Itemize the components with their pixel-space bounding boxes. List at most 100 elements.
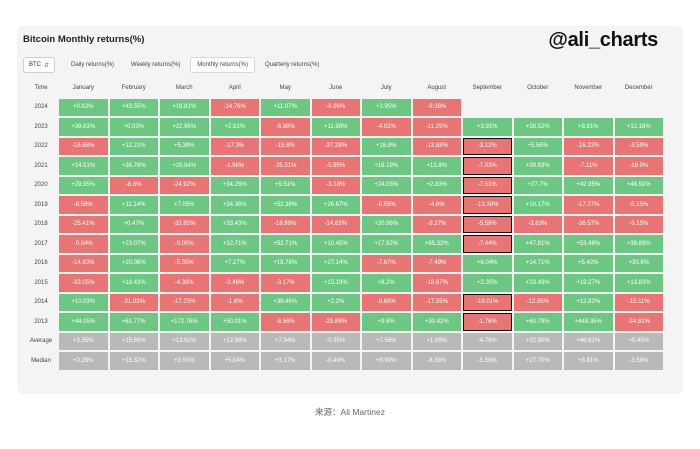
return-cell: +2.35% [463,274,512,292]
asset-select[interactable]: BTC ⇵ [23,57,56,73]
table-row: 2021 +14.51% +36.78% +29.84% -1.98% -35.31% -5… [25,157,663,175]
return-cell: -9.69% [362,293,411,311]
summary-cell: +7.94% [261,332,310,350]
return-cell: -5.15% [614,196,663,214]
summary-cell: +7.56% [362,332,411,350]
return-cell: +33.43% [210,215,259,233]
year-label: 2024 [34,104,48,111]
month-header-january: January [72,84,94,91]
summary-label: Median [31,357,51,364]
return-cell: +2.83% [412,176,461,194]
return-cell: +11.98% [311,118,360,136]
return-cell: +9.6% [362,313,411,331]
summary-label: Average [29,338,53,345]
return-cell: -18.99% [261,215,310,233]
summary-cell: -4.78% [463,332,512,350]
return-cell: -6.98% [261,118,310,136]
return-cell: +13.83% [614,274,663,292]
summary-cell: +15.32% [109,352,158,370]
summary-cell: -5.58% [463,352,512,370]
return-cell: +5.42% [564,254,613,272]
summary-cell: +27.70% [513,352,562,370]
return-cell: +2.2% [311,293,360,311]
year-label: 2019 [34,201,48,208]
return-cell: +8.81% [564,118,613,136]
return-cell: -17.55% [412,293,461,311]
return-cell: +34.36% [210,196,259,214]
return-cell: -24.92% [160,176,209,194]
month-header-march: March [175,84,193,91]
returns-table: Time January February March April May June Jul… [23,77,665,372]
return-cell: -9.27% [412,215,461,233]
tab-weekly-returns[interactable]: Weekly returns(%) [124,57,187,73]
tab-quarterly-returns[interactable]: Quarterly returns(%) [258,57,326,73]
return-cell [564,99,613,117]
return-cell: -32.85% [160,215,209,233]
return-cell: -7.11% [564,157,613,175]
return-cell: -4.38% [160,274,209,292]
return-cell: +23.07% [109,235,158,253]
return-cell: -31.03% [109,293,158,311]
tab-daily-returns[interactable]: Daily returns(%) [64,57,121,73]
return-cell: -3.59% [614,137,663,155]
return-cell: -17.25% [160,293,209,311]
return-cell: +5.39% [160,137,209,155]
return-cell: +50.01% [210,313,259,331]
table-row: 2022 -16.68% +12.21% +5.39% -17.3% -15.6% -37.… [25,137,663,155]
return-cell: +27.14% [311,254,360,272]
summary-cell: -3.59% [614,352,663,370]
summary-cell: +1.69% [412,332,461,350]
return-cell: +0.47% [109,215,158,233]
return-cell: -29.89% [311,313,360,331]
return-cell: +6.04% [463,254,512,272]
table-row: 2013 +44.05% +61.77% +172.76% +50.01% -8.56% -… [25,313,663,331]
return-cell: +10.03% [59,293,108,311]
return-cell: -36.57% [564,215,613,233]
return-cell [463,99,512,117]
return-cell: +10.45% [311,235,360,253]
summary-cell: +0.29% [59,352,108,370]
return-cell: -25.41% [59,215,108,233]
year-label: 2013 [34,318,48,325]
return-cell: +65.32% [412,235,461,253]
return-cell: +38.89% [614,235,663,253]
return-cell: +52.38% [261,196,310,214]
return-cell: +14.51% [59,157,108,175]
return-cell: -5.95% [311,157,360,175]
return-cell: -14.83% [59,254,108,272]
tab-monthly-returns[interactable]: Monthly returns(%) [190,57,255,73]
asset-select-value: BTC [29,62,41,68]
return-cell: +12.21% [109,137,158,155]
return-cell: +18.78% [261,254,310,272]
summary-cell: -8.38% [412,352,461,370]
month-header-february: February [121,84,146,91]
month-header-june: June [329,84,343,91]
return-cell: -17.27% [564,196,613,214]
table-row: 2016 -14.83% +20.08% -5.35% +7.27% +18.78% +27… [25,254,663,272]
return-cell: -7.51% [463,176,512,194]
return-cell: -15.11% [614,293,663,311]
return-cell: -7.67% [362,254,411,272]
return-cell: -13.88% [412,137,461,155]
summary-cell: -0.35% [311,332,360,350]
year-label: 2022 [34,143,48,150]
return-cell: +44.05% [59,313,108,331]
return-cell: +0.03% [109,118,158,136]
return-cell: -14.76% [210,98,259,116]
year-label: 2017 [34,240,48,247]
return-cell: +12.82% [564,293,613,311]
month-header-april: April [228,84,241,91]
return-cell: -16.23% [564,137,613,155]
return-cell: -3.46% [210,274,259,292]
month-header-september: September [472,84,502,91]
table-row: 2017 -0.04% +23.07% -9.05% +32.71% +52.71% +10… [25,235,663,253]
return-cell: -3.17% [261,274,310,292]
return-cell: +39.93% [513,157,562,175]
return-cell: -7.03% [463,157,512,175]
summary-row-median: Median +0.29% +15.32% +0.50% +5.04% +3.17% -0.… [25,352,663,370]
summary-cell: +13.62% [160,332,209,350]
tab-label: Quarterly returns(%) [264,62,320,68]
summary-cell: -0.49% [311,352,360,370]
return-cell: -8.6% [109,176,158,194]
return-cell: -1.6% [210,293,259,311]
